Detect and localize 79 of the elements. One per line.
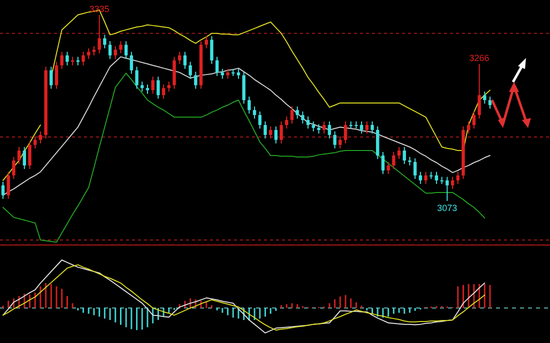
candlestick — [87, 48, 90, 60]
candlestick — [98, 14, 101, 54]
candlestick — [178, 51, 182, 64]
candlestick — [264, 120, 267, 139]
candlestick — [456, 171, 460, 184]
candlestick — [402, 146, 406, 165]
annotation: 3266 — [469, 52, 490, 63]
candlestick — [38, 130, 42, 144]
candlestick — [6, 171, 10, 200]
candlestick — [472, 110, 476, 130]
candlestick — [54, 61, 58, 90]
candlestick — [12, 156, 16, 180]
candlestick — [252, 106, 256, 120]
candlestick — [450, 176, 454, 190]
candlestick — [183, 51, 187, 70]
candlestick — [108, 40, 112, 60]
candlestick — [312, 120, 315, 132]
candlestick — [28, 140, 32, 170]
candlestick — [215, 56, 219, 76]
candlestick — [226, 68, 230, 80]
candlestick — [268, 126, 272, 139]
candlestick — [248, 96, 251, 114]
candlestick — [434, 171, 438, 184]
candlestick — [397, 146, 401, 160]
candlestick — [114, 46, 117, 60]
candlestick — [381, 151, 385, 174]
candlestick — [386, 161, 390, 174]
candlestick — [92, 46, 96, 56]
candlestick — [317, 124, 320, 134]
candlestick — [34, 136, 37, 149]
candlestick — [50, 66, 53, 90]
candlestick — [103, 34, 106, 49]
candlestick — [285, 116, 288, 130]
candlestick — [258, 110, 262, 130]
candlestick — [370, 120, 374, 134]
annotation: 3335 — [89, 4, 110, 14]
candlestick — [17, 146, 21, 165]
candlestick — [194, 71, 198, 90]
candlestick — [301, 110, 304, 124]
candlestick — [130, 51, 134, 74]
candlestick — [135, 66, 138, 90]
candlestick — [156, 76, 160, 100]
candlestick — [338, 136, 342, 149]
candlestick — [236, 68, 240, 80]
candlestick — [82, 51, 85, 66]
candlestick — [280, 120, 283, 144]
candlestick — [466, 120, 470, 134]
candlestick — [333, 130, 336, 149]
candlestick — [124, 40, 128, 60]
candlestick — [488, 96, 492, 110]
candlestick — [424, 171, 428, 184]
candlestick — [413, 158, 417, 180]
candlestick — [360, 120, 364, 134]
candlestick — [140, 81, 144, 92]
candlestick — [119, 40, 122, 54]
candlestick — [328, 120, 332, 139]
candlestick — [344, 120, 348, 144]
candlestick — [1, 181, 5, 200]
candlestick — [306, 116, 310, 130]
candlestick — [188, 61, 192, 80]
candlestick — [290, 106, 294, 124]
candlestick — [22, 146, 26, 170]
candlestick — [60, 51, 64, 70]
candlestick — [322, 120, 326, 134]
candlestick — [167, 81, 170, 92]
candlestick — [296, 106, 299, 120]
candlestick — [162, 84, 166, 100]
candlestick — [151, 76, 154, 94]
candlestick — [365, 120, 369, 134]
candlestick — [210, 36, 214, 64]
candlestick — [392, 151, 396, 170]
candlestick — [274, 126, 278, 144]
candlestick — [478, 63, 481, 120]
candlestick — [446, 176, 449, 202]
candlestick — [483, 91, 486, 104]
candlestick — [220, 68, 224, 80]
candlestick — [66, 51, 69, 66]
annotation: 3073 — [437, 202, 458, 213]
candlestick — [418, 171, 422, 184]
